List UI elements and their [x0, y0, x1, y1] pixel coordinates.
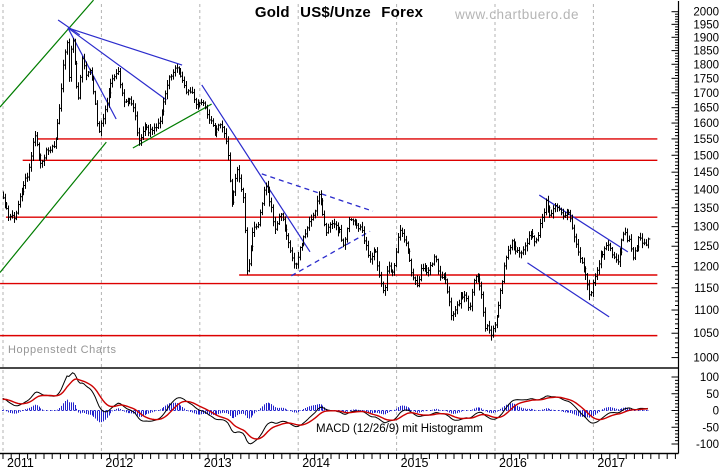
svg-text:1150: 1150 [694, 283, 719, 295]
svg-text:1500: 1500 [693, 150, 719, 162]
svg-text:2000: 2000 [693, 7, 719, 19]
svg-text:2012: 2012 [105, 456, 133, 470]
svg-text:1850: 1850 [693, 46, 719, 58]
svg-text:1350: 1350 [693, 203, 719, 215]
svg-text:1300: 1300 [693, 222, 719, 234]
svg-text:-50: -50 [702, 422, 719, 434]
watermark-text: www.chartbuero.de [455, 7, 580, 22]
svg-text:2013: 2013 [204, 456, 232, 470]
svg-text:1000: 1000 [693, 353, 719, 365]
svg-text:2016: 2016 [499, 456, 527, 470]
svg-text:50: 50 [706, 389, 719, 401]
svg-text:1100: 1100 [694, 305, 719, 317]
svg-text:0: 0 [713, 406, 719, 418]
svg-text:1050: 1050 [693, 328, 719, 340]
svg-text:1950: 1950 [693, 19, 719, 31]
svg-text:2017: 2017 [597, 456, 625, 470]
svg-text:100: 100 [700, 372, 719, 384]
svg-text:1200: 1200 [693, 262, 719, 274]
svg-text:1550: 1550 [693, 134, 719, 146]
branding-text: Hoppenstedt Charts [8, 344, 117, 356]
svg-text:1700: 1700 [693, 88, 719, 100]
svg-text:2015: 2015 [401, 456, 429, 470]
svg-text:-100: -100 [696, 439, 719, 451]
svg-text:1800: 1800 [693, 59, 719, 71]
chart-title: Gold US$/Unze Forex [254, 4, 424, 21]
svg-text:1250: 1250 [693, 241, 719, 253]
svg-text:1650: 1650 [693, 103, 719, 115]
macd-indicator-label: MACD (12/26/9) mit Histogramm [316, 423, 483, 435]
svg-text:1750: 1750 [693, 73, 719, 85]
svg-text:2014: 2014 [302, 456, 330, 470]
svg-text:1450: 1450 [693, 167, 719, 179]
svg-text:1600: 1600 [693, 118, 719, 130]
svg-text:1900: 1900 [693, 32, 719, 44]
svg-text:1400: 1400 [693, 185, 719, 197]
svg-text:2011: 2011 [7, 456, 34, 470]
